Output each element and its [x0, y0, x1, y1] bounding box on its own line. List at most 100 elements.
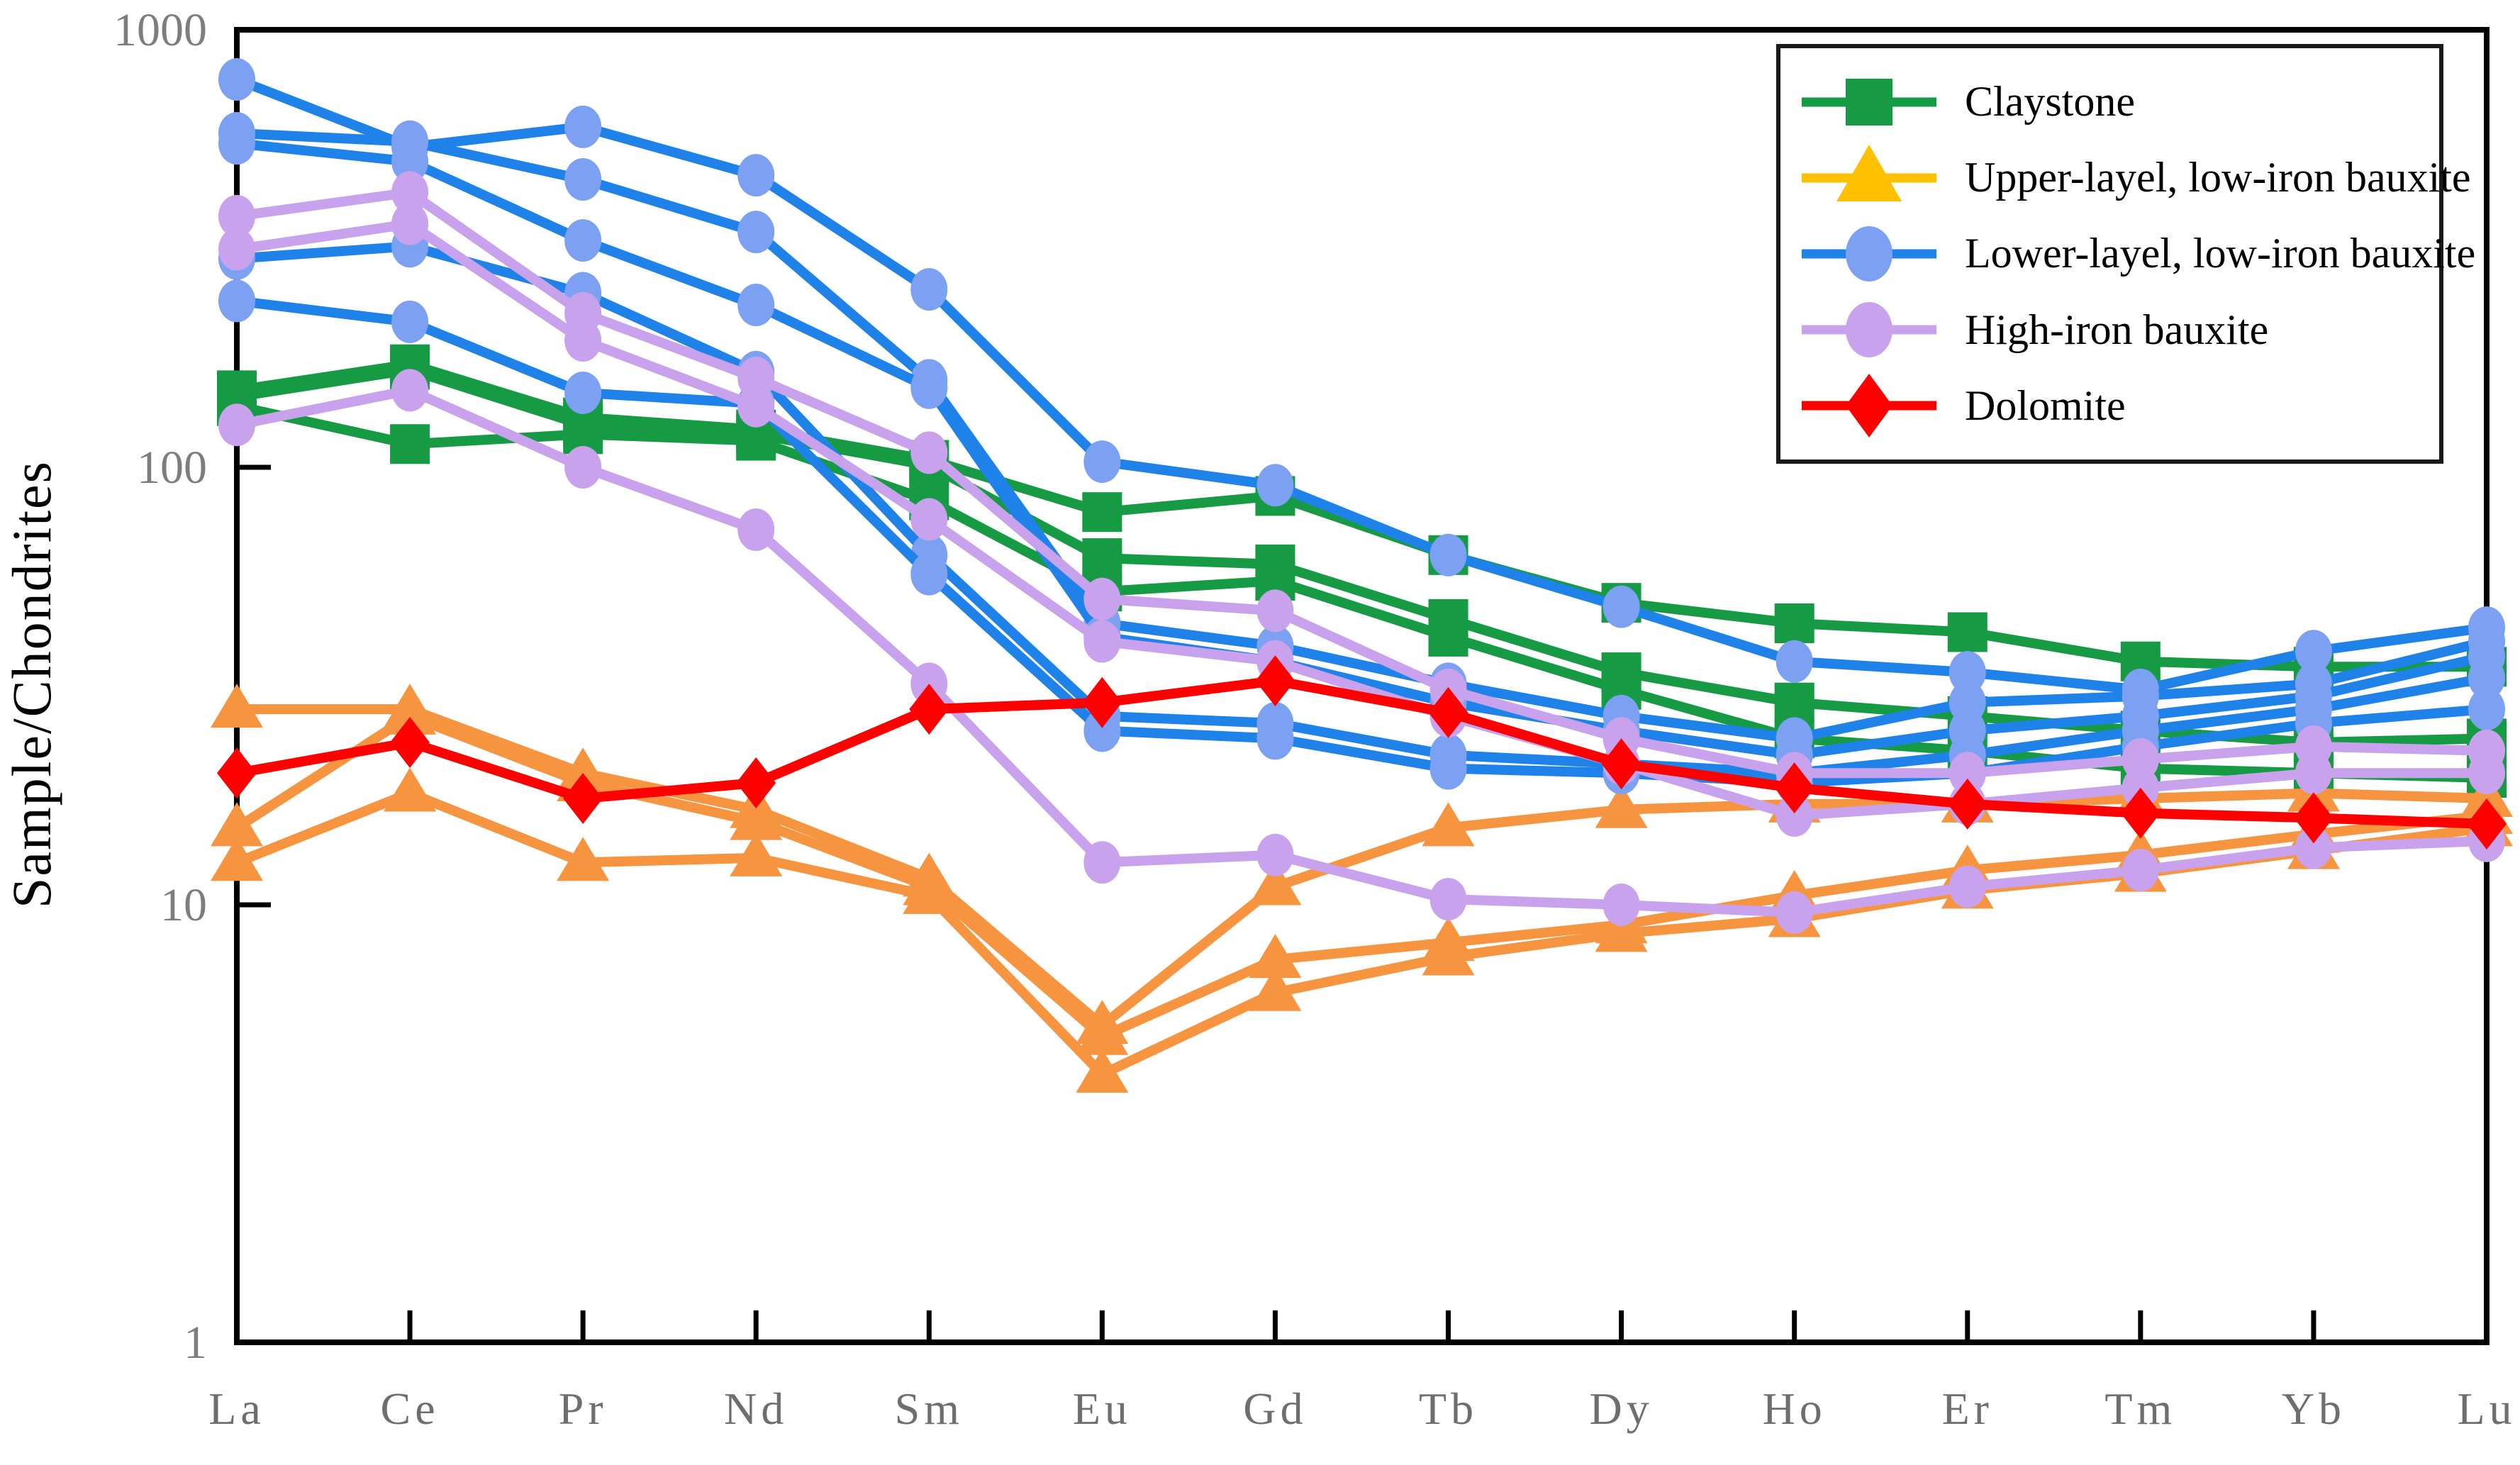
legend-marker-circle-icon — [1802, 302, 1936, 358]
data-point — [910, 498, 948, 541]
data-point — [390, 424, 430, 464]
series-line — [232, 138, 2492, 760]
data-point — [391, 140, 429, 183]
data-point — [211, 802, 263, 847]
legend-item-high-iron-bauxite: High-iron bauxite — [1802, 296, 2432, 364]
legend-marker-circle-icon — [1802, 225, 1936, 282]
data-point — [564, 158, 602, 201]
square-marker-icon — [1846, 78, 1892, 126]
data-point — [2295, 752, 2332, 795]
legend-label: Lower-layel, low-iron bauxite — [1965, 230, 2476, 277]
data-point — [1256, 717, 1294, 760]
data-point — [390, 717, 430, 769]
x-tick-label: Ho — [1763, 1383, 1827, 1434]
data-point — [730, 796, 783, 840]
data-point — [218, 403, 255, 447]
data-point — [1249, 861, 1302, 906]
data-point — [910, 366, 948, 409]
legend-label: High-iron bauxite — [1965, 306, 2269, 353]
y-axis-title: Sample/Chondrites — [1, 460, 62, 908]
data-point — [218, 279, 255, 323]
data-point — [730, 832, 783, 876]
data-point — [1428, 686, 1468, 738]
series-line — [232, 187, 2492, 779]
data-point — [1775, 794, 1813, 837]
data-point — [2295, 630, 2332, 673]
data-point — [737, 508, 775, 552]
data-point — [909, 684, 949, 735]
x-tick-label: Tm — [2104, 1383, 2176, 1434]
data-point — [218, 58, 255, 101]
legend-item-upper-layel-low-iron-bauxite: Upper-layel, low-iron bauxite — [1802, 144, 2471, 212]
data-point — [1429, 878, 1467, 921]
x-tick-label: Yb — [2282, 1383, 2346, 1434]
data-point — [218, 228, 255, 271]
series-line — [232, 296, 2492, 789]
data-point — [1422, 802, 1475, 847]
data-point — [2120, 787, 2161, 839]
legend-item-lower-layel-low-iron-bauxite: Lower-layel, low-iron bauxite — [1802, 220, 2475, 288]
data-point — [1775, 640, 1813, 683]
x-tick-label: Dy — [1590, 1383, 1654, 1434]
series-high-iron-bauxite-2 — [218, 202, 2505, 837]
data-point — [391, 369, 429, 412]
data-point — [1428, 616, 1468, 657]
diamond-marker-icon — [1846, 374, 1892, 438]
circle-marker-icon — [1846, 302, 1892, 358]
data-point — [1256, 589, 1294, 633]
series-line — [232, 676, 2492, 830]
data-point — [564, 446, 602, 489]
data-point — [1775, 891, 1813, 934]
data-point — [737, 284, 775, 327]
legend-label: Upper-layel, low-iron bauxite — [1965, 154, 2471, 201]
data-point — [1083, 620, 1121, 663]
data-point — [1602, 585, 1640, 628]
data-point — [218, 194, 255, 238]
data-point — [1256, 464, 1294, 507]
series-dolomite-1 — [217, 655, 2507, 850]
data-point — [557, 837, 610, 881]
data-point — [1774, 682, 1814, 723]
data-point — [1076, 1048, 1129, 1093]
data-point — [2468, 688, 2505, 731]
data-point — [1595, 908, 1648, 952]
data-point — [736, 420, 776, 461]
series-line — [232, 128, 2492, 744]
data-point — [1082, 676, 1122, 728]
data-point — [910, 552, 948, 596]
data-point — [903, 869, 956, 914]
data-point — [1601, 738, 1641, 790]
series-line — [232, 788, 2492, 1079]
series-high-iron-bauxite-3 — [218, 369, 2505, 934]
data-point — [564, 105, 602, 148]
data-point — [2293, 792, 2334, 844]
data-point — [384, 767, 437, 812]
data-point — [1082, 492, 1122, 533]
data-point — [1947, 612, 1987, 652]
data-point — [1948, 752, 1986, 795]
data-point — [211, 837, 263, 881]
data-point — [1249, 967, 1302, 1011]
data-point — [2468, 752, 2505, 795]
data-point — [1256, 833, 1294, 876]
x-tick-label: Nd — [724, 1383, 788, 1434]
legend: Claystone Upper-layel, low-iron bauxite Lo… — [1776, 44, 2475, 464]
x-tick-label: Pr — [559, 1383, 608, 1434]
data-point — [2467, 798, 2507, 850]
data-point — [384, 690, 437, 735]
y-tick-label: 1 — [184, 1317, 207, 1369]
x-tick-label: Gd — [1243, 1383, 1307, 1434]
data-point — [736, 757, 776, 809]
data-point — [391, 171, 429, 214]
data-point — [1083, 577, 1121, 620]
data-point — [910, 431, 948, 474]
x-tick-label: Sm — [895, 1383, 964, 1434]
y-tick-label: 100 — [137, 442, 207, 494]
x-tick-label: Er — [1942, 1383, 1993, 1434]
series-line — [232, 364, 2492, 748]
data-point — [1948, 865, 1986, 908]
data-point — [391, 202, 429, 245]
legend-marker-square-icon — [1802, 78, 1936, 126]
